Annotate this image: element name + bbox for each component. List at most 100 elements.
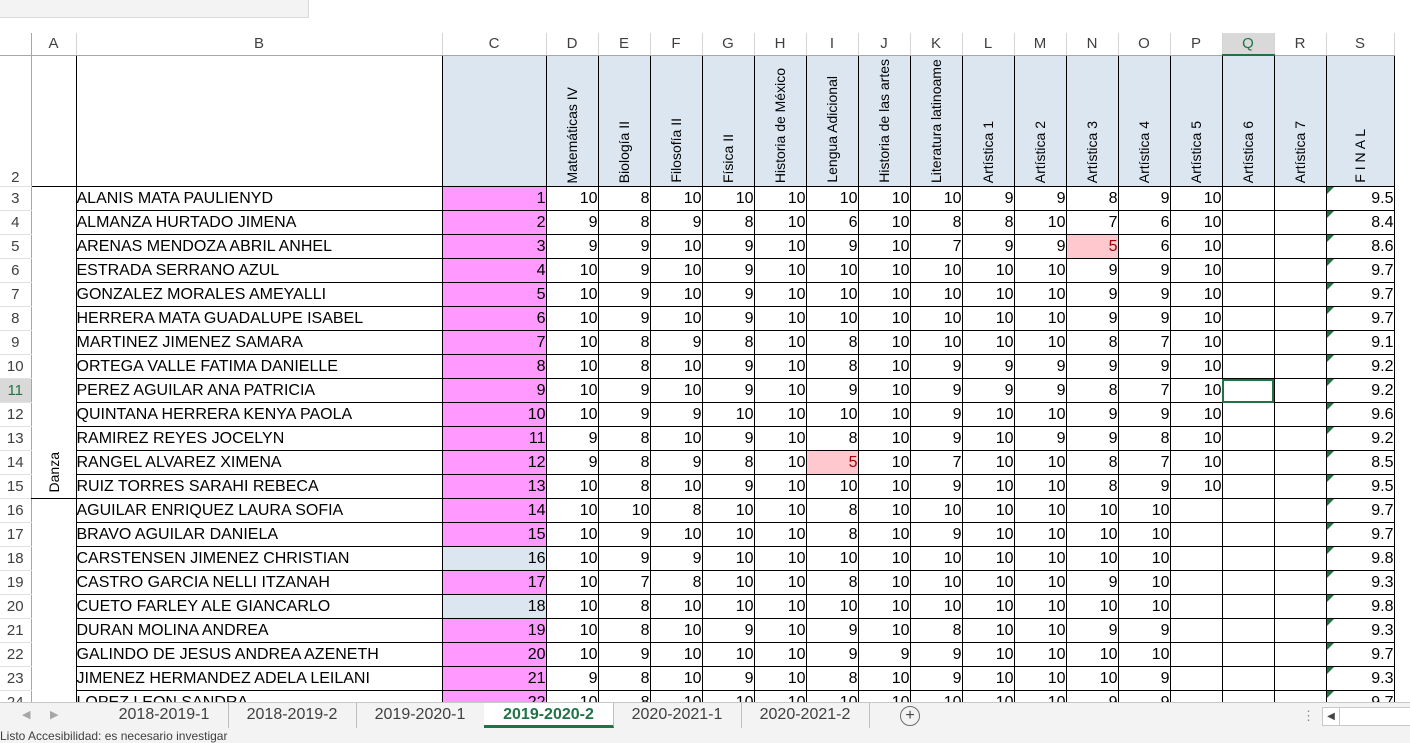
grade-cell[interactable]: 10 — [650, 690, 703, 702]
grade-cell[interactable]: 9 — [702, 306, 755, 331]
grade-cell[interactable]: 10 — [1170, 426, 1223, 451]
grade-cell[interactable]: 10 — [858, 402, 911, 427]
sheet-tab[interactable]: 2018-2019-1 — [100, 703, 229, 728]
header-blank-cell[interactable] — [76, 55, 443, 187]
grade-cell[interactable]: 10 — [962, 594, 1015, 619]
row-header[interactable]: 5 — [0, 234, 32, 259]
row-header[interactable]: 12 — [0, 402, 32, 427]
grade-cell[interactable]: 10 — [806, 474, 859, 499]
grade-cell[interactable]: 10 — [546, 522, 599, 547]
column-header-n[interactable]: N — [1066, 33, 1119, 56]
grade-cell[interactable] — [1274, 522, 1327, 547]
grade-cell[interactable]: 8 — [702, 330, 755, 355]
grade-cell[interactable]: 10 — [858, 474, 911, 499]
grade-cell[interactable]: 10 — [546, 618, 599, 643]
grade-cell[interactable] — [1222, 498, 1275, 523]
grade-cell[interactable]: 10 — [962, 474, 1015, 499]
grade-cell[interactable]: 10 — [1170, 234, 1223, 259]
sheet-tab[interactable]: 2019-2020-1 — [356, 703, 485, 728]
sheet-tab[interactable]: 2020-2021-1 — [613, 703, 742, 728]
column-header-h[interactable]: H — [754, 33, 807, 56]
grade-cell[interactable]: 9 — [1066, 354, 1119, 379]
grade-cell[interactable]: 9 — [1118, 618, 1171, 643]
grade-cell[interactable]: 9 — [702, 426, 755, 451]
grade-cell[interactable]: 10 — [806, 282, 859, 307]
student-name-cell[interactable]: RAMIREZ REYES JOCELYN — [76, 426, 443, 451]
grade-cell[interactable]: 7 — [1118, 450, 1171, 475]
grade-cell[interactable]: 9 — [598, 234, 651, 259]
grade-cell[interactable]: 8 — [598, 618, 651, 643]
error-indicator-icon[interactable] — [1326, 259, 1334, 266]
grade-cell[interactable]: 9 — [650, 450, 703, 475]
list-number-cell[interactable]: 15 — [442, 522, 547, 547]
grade-cell[interactable]: 10 — [858, 306, 911, 331]
subject-header-cell[interactable]: Lengua Adicional — [806, 55, 859, 187]
row-header[interactable]: 23 — [0, 666, 32, 691]
subject-header-cell[interactable]: Artística 1 — [962, 55, 1015, 187]
column-header-b[interactable]: B — [76, 33, 443, 56]
list-number-cell[interactable]: 13 — [442, 474, 547, 499]
subject-header-cell[interactable]: Literatura latinoamericana — [910, 55, 963, 187]
list-number-cell[interactable]: 6 — [442, 306, 547, 331]
list-number-cell[interactable]: 9 — [442, 378, 547, 403]
grade-cell[interactable]: 10 — [858, 690, 911, 702]
horizontal-scrollbar[interactable]: ◀ — [1322, 707, 1410, 726]
final-grade-cell[interactable]: 9.3 — [1326, 666, 1395, 691]
grade-cell[interactable]: 10 — [702, 186, 755, 211]
grade-cell[interactable] — [1222, 594, 1275, 619]
scroll-left-arrow-icon[interactable]: ◀ — [1323, 708, 1340, 725]
grade-cell[interactable]: 9 — [702, 282, 755, 307]
grade-cell[interactable]: 9 — [598, 546, 651, 571]
grade-cell[interactable]: 6 — [806, 210, 859, 235]
grade-cell[interactable]: 10 — [650, 426, 703, 451]
grade-cell[interactable]: 10 — [1170, 186, 1223, 211]
grade-cell[interactable]: 10 — [962, 666, 1015, 691]
final-grade-cell[interactable]: 9.7 — [1326, 306, 1395, 331]
grade-cell[interactable]: 9 — [1118, 666, 1171, 691]
grade-cell[interactable]: 8 — [598, 690, 651, 702]
header-blank-cell[interactable] — [31, 55, 77, 187]
grade-cell[interactable]: 9 — [1118, 282, 1171, 307]
grade-cell[interactable]: 9 — [910, 522, 963, 547]
student-name-cell[interactable]: ESTRADA SERRANO AZUL — [76, 258, 443, 283]
grade-cell[interactable]: 10 — [1014, 690, 1067, 702]
grade-cell[interactable]: 10 — [1014, 618, 1067, 643]
row-header[interactable]: 8 — [0, 306, 32, 331]
list-number-cell[interactable]: 1 — [442, 186, 547, 211]
grade-cell[interactable]: 9 — [910, 666, 963, 691]
grade-cell[interactable]: 9 — [910, 642, 963, 667]
grade-cell[interactable]: 10 — [858, 354, 911, 379]
list-number-cell[interactable]: 22 — [442, 690, 547, 702]
row-header[interactable]: 19 — [0, 570, 32, 595]
row-header[interactable]: 6 — [0, 258, 32, 283]
error-indicator-icon[interactable] — [1326, 643, 1334, 650]
grade-cell[interactable]: 9 — [598, 378, 651, 403]
grade-cell[interactable]: 9 — [598, 306, 651, 331]
column-header-k[interactable]: K — [910, 33, 963, 56]
grade-cell[interactable]: 9 — [1118, 186, 1171, 211]
grade-cell[interactable]: 10 — [1014, 330, 1067, 355]
grade-cell[interactable]: 10 — [1170, 474, 1223, 499]
grade-cell[interactable] — [1222, 282, 1275, 307]
error-indicator-icon[interactable] — [1326, 235, 1334, 242]
grade-cell[interactable] — [1170, 618, 1223, 643]
grade-cell[interactable]: 10 — [858, 450, 911, 475]
grade-cell[interactable] — [1274, 402, 1327, 427]
subject-header-cell[interactable]: Artística 7 — [1274, 55, 1327, 187]
subject-header-cell[interactable]: Artística 4 — [1118, 55, 1171, 187]
grade-cell[interactable]: 8 — [1066, 474, 1119, 499]
error-indicator-icon[interactable] — [1326, 571, 1334, 578]
error-indicator-icon[interactable] — [1326, 379, 1334, 386]
list-number-cell[interactable]: 17 — [442, 570, 547, 595]
grade-cell[interactable]: 10 — [754, 474, 807, 499]
grade-cell[interactable]: 10 — [546, 330, 599, 355]
subject-header-cell[interactable]: F I N A L — [1326, 55, 1395, 187]
grade-cell[interactable]: 10 — [702, 546, 755, 571]
grade-cell[interactable]: 10 — [858, 570, 911, 595]
grade-cell[interactable]: 10 — [754, 258, 807, 283]
grade-cell[interactable] — [1170, 594, 1223, 619]
grade-cell[interactable]: 10 — [1066, 642, 1119, 667]
grade-cell[interactable]: 10 — [1170, 450, 1223, 475]
grade-cell[interactable]: 9 — [806, 618, 859, 643]
grade-cell[interactable] — [1222, 618, 1275, 643]
